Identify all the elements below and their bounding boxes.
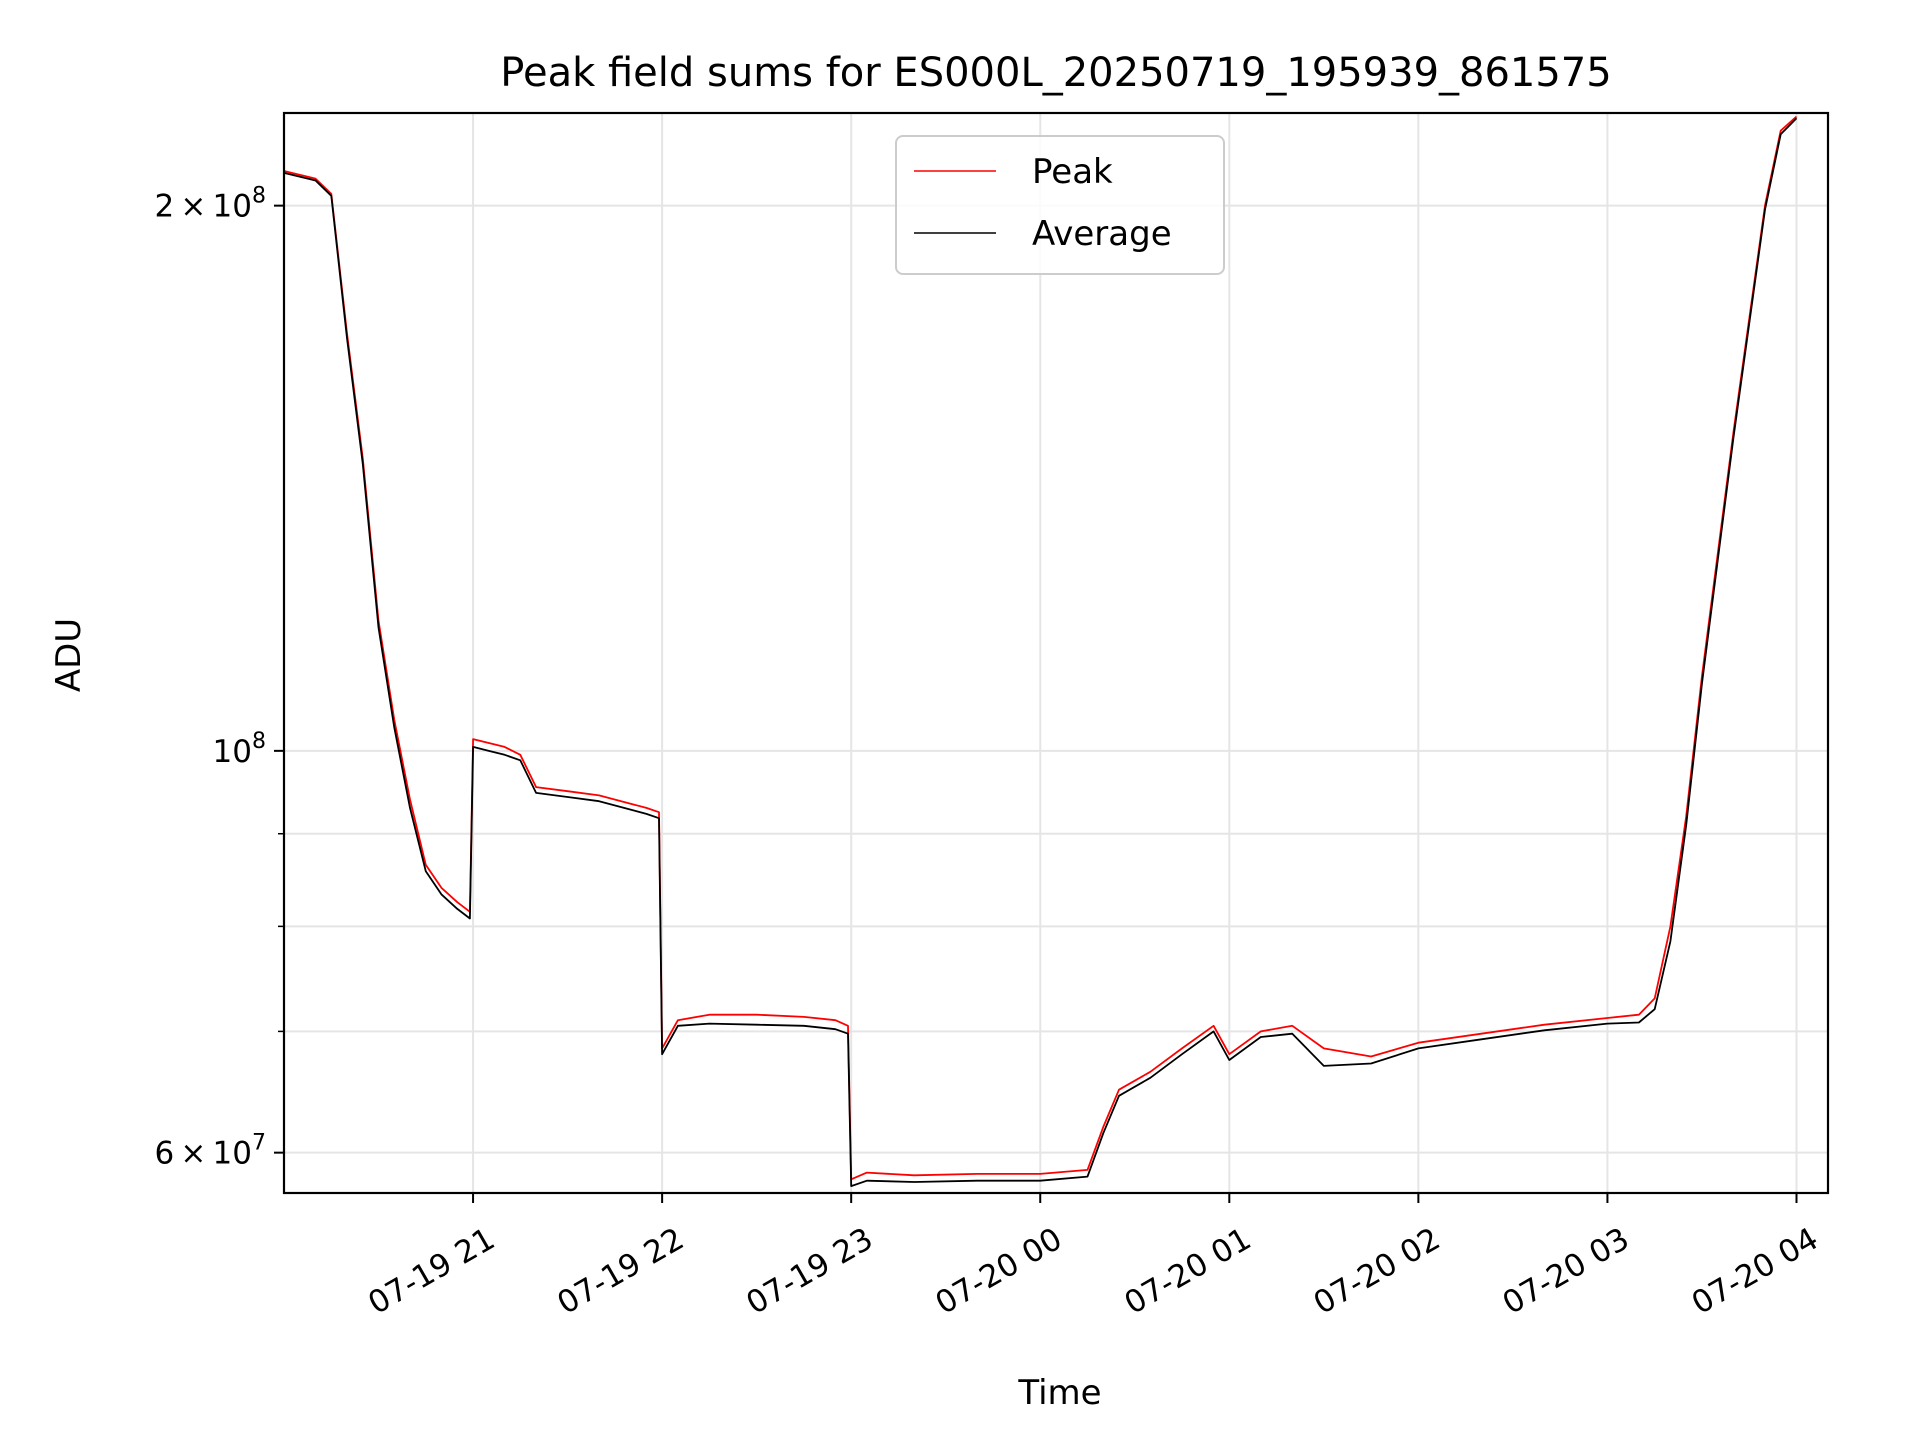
- y-axis: 6 × 107 108 2 × 108: [154, 184, 284, 1172]
- y-tick-label: 6 × 107: [154, 1131, 266, 1172]
- series-layer: [283, 115, 1798, 1187]
- y-tick-label: 2 × 108: [154, 184, 266, 225]
- y-tick-label: 108: [213, 729, 266, 770]
- plot-frame: [282, 111, 1830, 1195]
- legend: Peak Average: [895, 135, 1225, 275]
- legend-label-average: Average: [1032, 214, 1172, 254]
- series-line-average: [283, 117, 1798, 1187]
- legend-label-peak: Peak: [1032, 152, 1113, 192]
- y-axis-label: ADU: [49, 618, 89, 692]
- x-axis-label: Time: [1017, 1373, 1101, 1413]
- chart-title: Peak field sums for ES000L_20250719_1959…: [500, 50, 1611, 96]
